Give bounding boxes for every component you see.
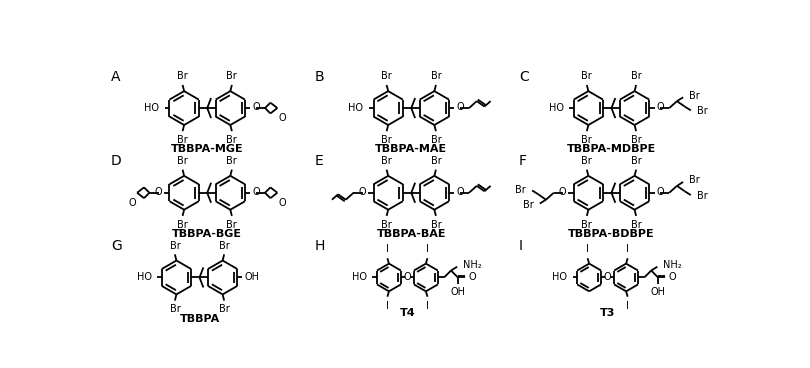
Text: TBBPA-MDBPE: TBBPA-MDBPE xyxy=(567,144,656,154)
Text: O: O xyxy=(154,187,162,197)
Text: HO: HO xyxy=(137,272,151,283)
Text: Br: Br xyxy=(582,156,592,166)
Text: T4: T4 xyxy=(399,308,416,318)
Text: Br: Br xyxy=(631,220,642,230)
Text: I: I xyxy=(426,244,428,254)
Text: Br: Br xyxy=(523,200,534,210)
Text: A: A xyxy=(111,70,121,84)
Text: O: O xyxy=(253,187,260,197)
Text: O: O xyxy=(278,198,286,208)
Text: Br: Br xyxy=(431,156,441,166)
Text: Br: Br xyxy=(382,71,392,81)
Text: Br: Br xyxy=(631,156,642,166)
Text: F: F xyxy=(519,154,527,168)
Text: O: O xyxy=(403,272,411,282)
Text: I: I xyxy=(586,244,589,254)
Text: Br: Br xyxy=(582,71,592,81)
Text: T3: T3 xyxy=(600,308,616,318)
Text: O: O xyxy=(129,198,136,208)
Text: Br: Br xyxy=(227,71,237,81)
Text: Br: Br xyxy=(219,241,229,251)
Text: HO: HO xyxy=(348,103,364,113)
Text: TBBPA-BAE: TBBPA-BAE xyxy=(377,229,446,239)
Text: TBBPA-BGE: TBBPA-BGE xyxy=(173,229,242,239)
Text: O: O xyxy=(358,187,366,197)
Text: TBBPA: TBBPA xyxy=(179,314,220,324)
Text: I: I xyxy=(386,301,389,311)
Text: OH: OH xyxy=(245,272,259,283)
Text: Br: Br xyxy=(382,156,392,166)
Text: HO: HO xyxy=(352,272,367,283)
Text: Br: Br xyxy=(227,220,237,230)
Text: HO: HO xyxy=(552,272,567,283)
Text: O: O xyxy=(278,113,286,123)
Text: I: I xyxy=(626,301,629,311)
Text: Br: Br xyxy=(689,91,700,101)
Text: H: H xyxy=(315,239,326,253)
Text: Br: Br xyxy=(582,135,592,145)
Text: Br: Br xyxy=(382,220,392,230)
Text: Br: Br xyxy=(431,135,441,145)
Text: Br: Br xyxy=(515,185,526,195)
Text: O: O xyxy=(657,187,664,197)
Text: C: C xyxy=(519,70,529,84)
Text: Br: Br xyxy=(431,71,441,81)
Text: OH: OH xyxy=(650,287,666,297)
Text: Br: Br xyxy=(227,156,237,166)
Text: TBBPA-MAE: TBBPA-MAE xyxy=(375,144,447,154)
Text: Br: Br xyxy=(177,135,188,145)
Text: Br: Br xyxy=(689,176,700,185)
Text: Br: Br xyxy=(227,135,237,145)
Text: Br: Br xyxy=(177,156,188,166)
Text: B: B xyxy=(315,70,325,84)
Text: Br: Br xyxy=(697,191,708,201)
Text: O: O xyxy=(558,187,566,197)
Text: O: O xyxy=(457,187,464,197)
Text: O: O xyxy=(657,102,664,112)
Text: OH: OH xyxy=(450,287,466,297)
Text: O: O xyxy=(603,272,612,282)
Text: NH₂: NH₂ xyxy=(463,260,481,270)
Text: I: I xyxy=(426,301,428,311)
Text: Br: Br xyxy=(177,71,188,81)
Text: O: O xyxy=(669,272,676,282)
Text: Br: Br xyxy=(169,304,181,314)
Text: Br: Br xyxy=(382,135,392,145)
Text: G: G xyxy=(111,239,122,253)
Text: E: E xyxy=(315,154,324,168)
Text: Br: Br xyxy=(219,304,229,314)
Text: Br: Br xyxy=(169,241,181,251)
Text: Br: Br xyxy=(631,71,642,81)
Text: O: O xyxy=(253,102,260,112)
Text: I: I xyxy=(386,244,389,254)
Text: Br: Br xyxy=(177,220,188,230)
Text: TBBPA-MGE: TBBPA-MGE xyxy=(171,144,244,154)
Text: HO: HO xyxy=(548,103,564,113)
Text: TBBPA-BDBPE: TBBPA-BDBPE xyxy=(568,229,654,239)
Text: Br: Br xyxy=(631,135,642,145)
Text: I: I xyxy=(626,244,629,254)
Text: NH₂: NH₂ xyxy=(663,260,681,270)
Text: O: O xyxy=(469,272,476,282)
Text: Br: Br xyxy=(431,220,441,230)
Text: HO: HO xyxy=(144,103,160,113)
Text: Br: Br xyxy=(697,106,708,116)
Text: Br: Br xyxy=(582,220,592,230)
Text: O: O xyxy=(457,102,464,112)
Text: D: D xyxy=(111,154,122,168)
Text: I: I xyxy=(519,239,523,253)
